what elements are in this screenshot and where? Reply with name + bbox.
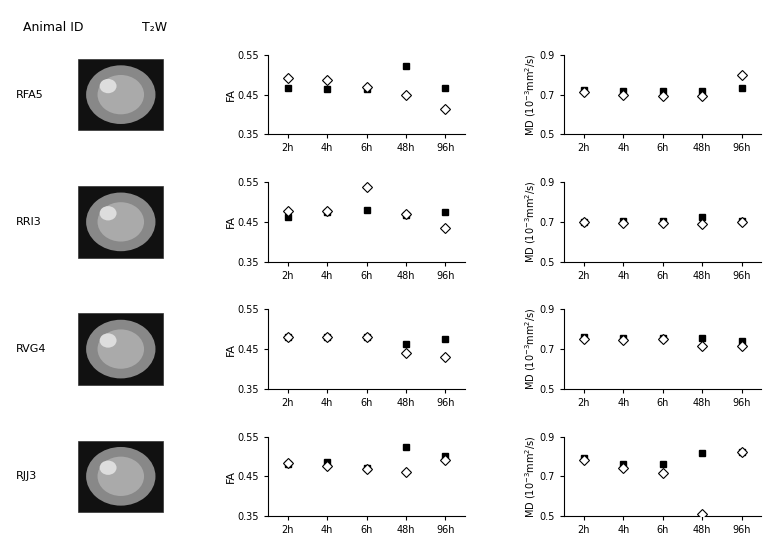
Y-axis label: MD (10$^{-3}$mm$^2$/s): MD (10$^{-3}$mm$^2$/s) bbox=[524, 181, 538, 263]
Ellipse shape bbox=[100, 333, 117, 348]
Y-axis label: FA: FA bbox=[226, 88, 236, 101]
Y-axis label: MD (10$^{-3}$mm$^2$/s): MD (10$^{-3}$mm$^2$/s) bbox=[524, 53, 538, 136]
Bar bbox=[78, 186, 163, 257]
Ellipse shape bbox=[100, 79, 117, 93]
Ellipse shape bbox=[98, 329, 144, 369]
Ellipse shape bbox=[86, 65, 155, 124]
Text: RJJ3: RJJ3 bbox=[16, 471, 37, 481]
Text: RVG4: RVG4 bbox=[16, 344, 46, 354]
Text: RRI3: RRI3 bbox=[16, 217, 42, 227]
Y-axis label: FA: FA bbox=[226, 470, 236, 483]
Ellipse shape bbox=[100, 461, 117, 475]
Y-axis label: FA: FA bbox=[226, 343, 236, 356]
Y-axis label: FA: FA bbox=[226, 215, 236, 228]
Ellipse shape bbox=[86, 447, 155, 506]
Text: RFA5: RFA5 bbox=[16, 89, 44, 100]
Ellipse shape bbox=[98, 202, 144, 242]
Y-axis label: MD (10$^{-3}$mm$^2$/s): MD (10$^{-3}$mm$^2$/s) bbox=[524, 308, 538, 390]
Ellipse shape bbox=[98, 457, 144, 496]
Ellipse shape bbox=[100, 206, 117, 221]
Ellipse shape bbox=[98, 75, 144, 114]
Bar bbox=[78, 440, 163, 512]
Text: T₂W: T₂W bbox=[142, 21, 168, 34]
Ellipse shape bbox=[86, 193, 155, 251]
Bar bbox=[78, 313, 163, 385]
Bar bbox=[78, 59, 163, 131]
Y-axis label: MD (10$^{-3}$mm$^2$/s): MD (10$^{-3}$mm$^2$/s) bbox=[524, 435, 538, 518]
Ellipse shape bbox=[86, 320, 155, 378]
Text: Animal ID: Animal ID bbox=[23, 21, 84, 34]
